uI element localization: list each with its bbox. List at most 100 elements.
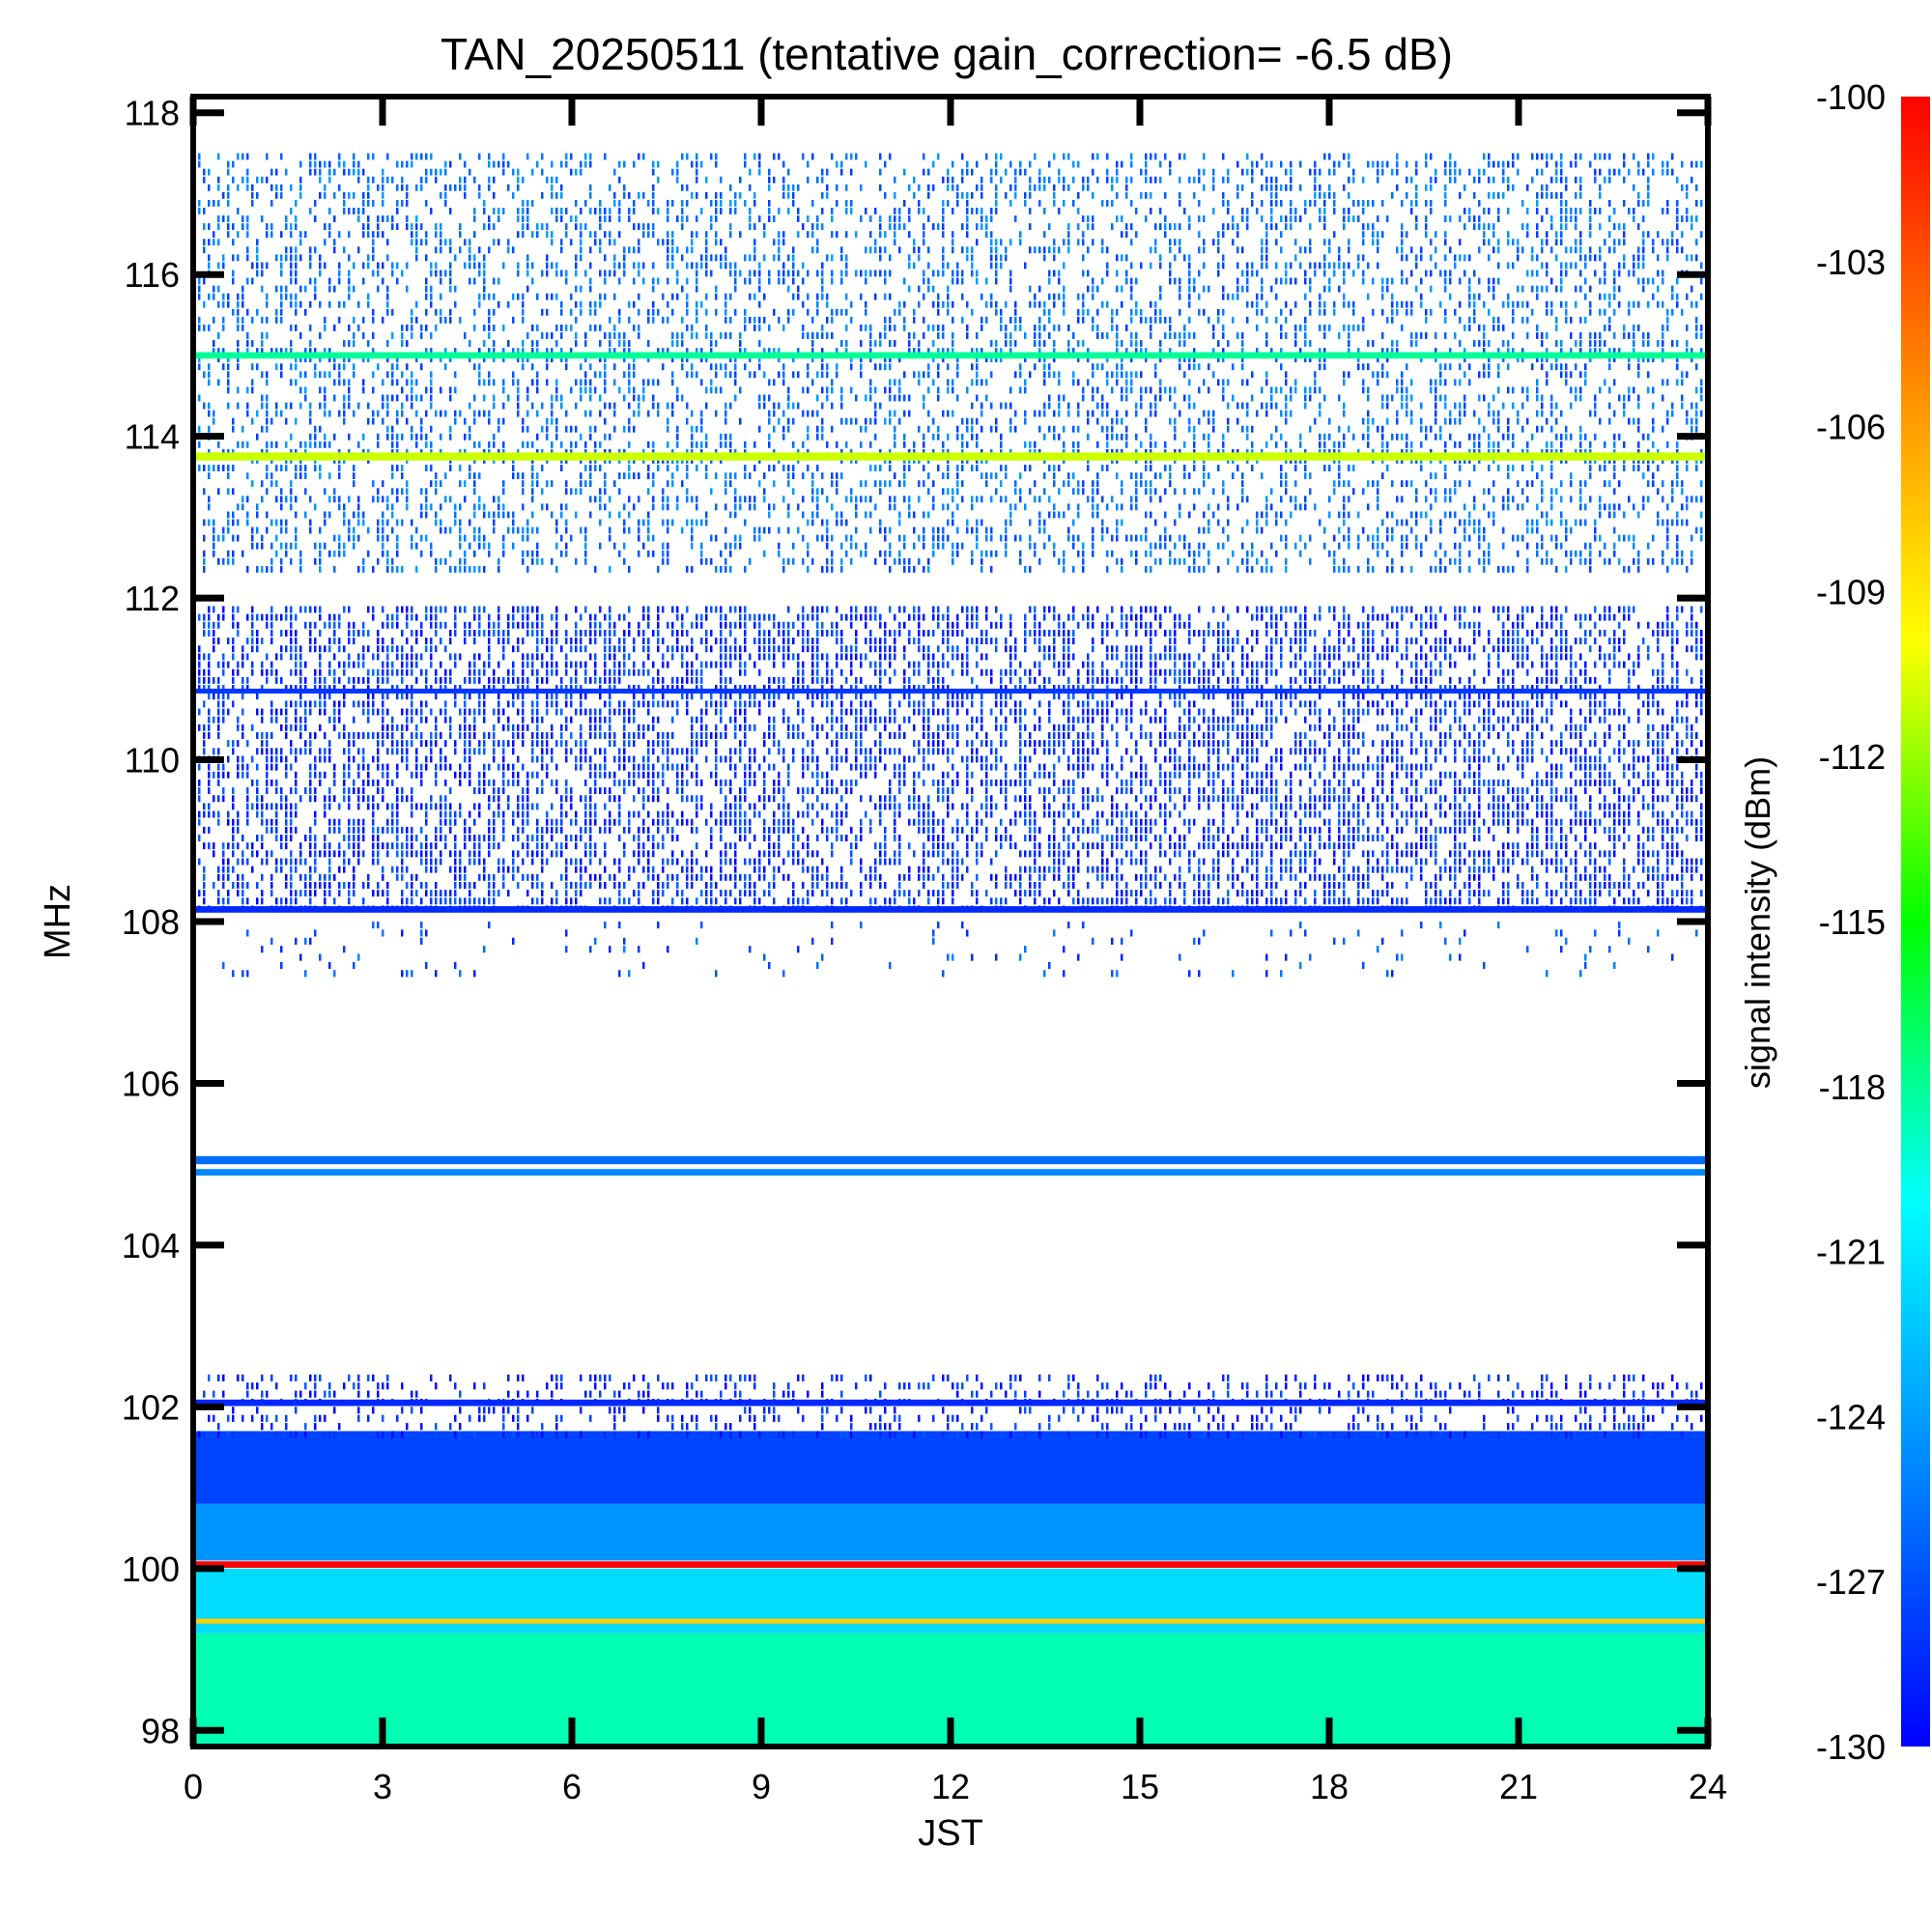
noise-cell xyxy=(1401,277,1404,285)
noise-cell xyxy=(647,316,650,324)
noise-cell xyxy=(671,472,674,480)
noise-cell xyxy=(1633,254,1635,262)
noise-cell xyxy=(299,239,302,246)
noise-cell xyxy=(203,465,206,471)
noise-cell xyxy=(724,332,727,339)
noise-cell xyxy=(961,246,964,254)
noise-cell xyxy=(526,386,529,394)
noise-cell xyxy=(1328,285,1331,293)
noise-cell xyxy=(1555,285,1558,293)
noise-cell xyxy=(696,300,698,308)
noise-cell xyxy=(937,348,940,355)
noise-cell xyxy=(763,394,766,402)
noise-cell xyxy=(1575,153,1577,160)
noise-cell xyxy=(995,208,998,214)
noise-cell xyxy=(1454,254,1457,262)
noise-cell xyxy=(1555,417,1558,425)
noise-cell xyxy=(1087,348,1090,355)
noise-cell xyxy=(256,270,259,277)
noise-cell xyxy=(1179,355,1181,363)
noise-cell xyxy=(850,355,853,363)
noise-cell xyxy=(1608,348,1611,355)
noise-cell xyxy=(918,340,921,347)
noise-cell xyxy=(821,355,824,363)
noise-cell xyxy=(1430,176,1433,184)
noise-cell xyxy=(1492,480,1495,488)
noise-cell xyxy=(488,440,491,448)
noise-cell xyxy=(242,496,244,503)
noise-cell xyxy=(662,293,665,300)
noise-cell xyxy=(1265,300,1268,308)
noise-cell xyxy=(1618,239,1621,246)
noise-cell xyxy=(314,199,317,207)
noise-cell xyxy=(237,153,240,160)
noise-cell xyxy=(213,285,215,293)
noise-cell xyxy=(1038,176,1041,184)
noise-cell xyxy=(1352,168,1355,176)
noise-cell xyxy=(667,465,669,471)
noise-cell xyxy=(792,254,795,262)
noise-cell xyxy=(1362,363,1365,371)
noise-cell xyxy=(1125,254,1128,262)
noise-cell xyxy=(357,324,360,331)
noise-cell xyxy=(1686,348,1689,355)
noise-cell xyxy=(353,472,355,480)
noise-cell xyxy=(1348,262,1350,270)
noise-cell xyxy=(497,160,500,168)
noise-cell xyxy=(1579,239,1582,246)
noise-cell xyxy=(266,402,269,410)
noise-cell xyxy=(580,308,582,316)
noise-cell xyxy=(638,332,640,339)
noise-cell xyxy=(884,324,887,331)
noise-cell xyxy=(290,223,293,231)
noise-cell xyxy=(787,191,790,199)
noise-cell xyxy=(1164,231,1167,239)
noise-cell xyxy=(1343,262,1346,270)
noise-cell xyxy=(623,355,626,363)
noise-cell xyxy=(251,277,254,285)
noise-cell xyxy=(1193,176,1196,184)
noise-cell xyxy=(1106,433,1109,440)
noise-cell xyxy=(821,176,824,184)
noise-cell xyxy=(1000,324,1003,331)
noise-cell xyxy=(280,285,283,293)
noise-cell xyxy=(768,348,771,355)
noise-cell xyxy=(1338,472,1341,480)
noise-cell xyxy=(560,191,563,199)
noise-cell xyxy=(966,160,969,168)
noise-cell xyxy=(758,480,761,488)
noise-cell xyxy=(1415,262,1418,270)
noise-cell xyxy=(1290,394,1293,402)
noise-cell xyxy=(686,402,689,410)
noise-cell xyxy=(1338,465,1341,471)
noise-cell xyxy=(1386,348,1389,355)
noise-cell xyxy=(1227,208,1230,214)
noise-cell xyxy=(879,480,882,488)
noise-cell xyxy=(1328,184,1331,191)
noise-cell xyxy=(444,191,447,199)
noise-cell xyxy=(613,191,616,199)
noise-cell xyxy=(1082,176,1085,184)
noise-cell xyxy=(1435,262,1437,270)
noise-cell xyxy=(401,176,404,184)
noise-cell xyxy=(927,262,930,270)
noise-cell xyxy=(338,153,341,160)
noise-cell xyxy=(821,402,824,410)
noise-cell xyxy=(1628,355,1631,363)
noise-cell xyxy=(328,371,331,379)
noise-cell xyxy=(1265,402,1268,410)
noise-cell xyxy=(1236,465,1239,471)
noise-cell xyxy=(942,324,945,331)
noise-cell xyxy=(1092,410,1094,417)
noise-cell xyxy=(787,417,790,425)
noise-cell xyxy=(1121,340,1123,347)
noise-cell xyxy=(652,300,655,308)
noise-cell xyxy=(1164,488,1167,496)
noise-cell xyxy=(807,386,810,394)
noise-cell xyxy=(227,199,230,207)
noise-cell xyxy=(1497,215,1500,222)
noise-cell xyxy=(1227,425,1230,433)
noise-cell xyxy=(319,386,322,394)
noise-cell xyxy=(729,262,732,270)
noise-cell xyxy=(609,270,611,277)
